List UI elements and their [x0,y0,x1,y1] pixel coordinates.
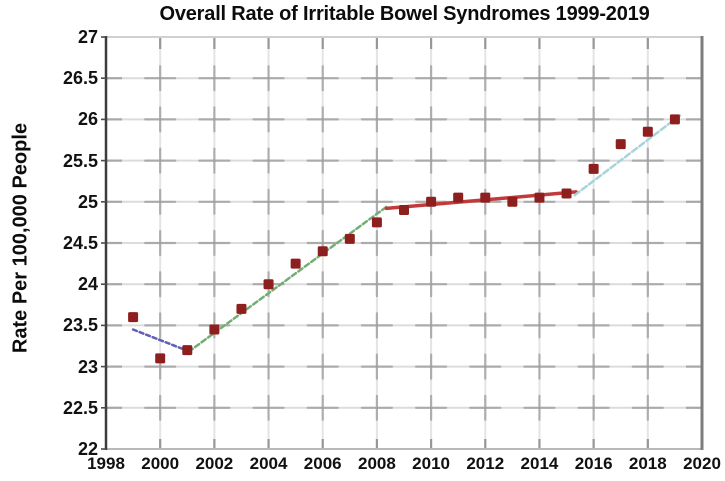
data-point-2004 [263,279,274,290]
x-tick-label-2000: 2000 [141,454,180,473]
trend-2001-2008-green-dashed [187,204,389,354]
x-tick-label-2018: 2018 [628,454,667,473]
data-point-2015 [561,188,572,199]
data-point-2017 [615,139,626,150]
data-point-2010 [426,196,437,207]
y-tick-label-22: 22 [77,439,98,459]
x-tick-label-2002: 2002 [195,454,234,473]
data-point-2001 [182,345,193,356]
data-point-2014 [534,192,545,203]
data-point-2019 [669,114,680,125]
trend-1999-2001-blue-dashed [131,328,192,354]
data-point-2016 [588,163,599,174]
x-tick-label-2020: 2020 [683,454,721,473]
y-tick-label-26: 26 [77,109,98,130]
y-tick-label-23.5: 23.5 [62,315,98,336]
chart-title: Overall Rate of Irritable Bowel Syndrome… [159,3,650,25]
data-point-2008 [371,217,382,228]
data-point-2018 [642,126,653,137]
y-tick-label-25.5: 25.5 [62,150,98,171]
x-tick-label-1998: 1998 [87,454,125,473]
data-point-2006 [317,246,328,257]
y-tick-label-24.5: 24.5 [62,233,98,253]
x-tick-label-2004: 2004 [249,454,288,473]
data-point-2003 [236,303,247,314]
data-point-2000 [155,353,166,364]
x-tick-label-2012: 2012 [466,454,505,473]
y-tick-label-26.5: 26.5 [62,68,98,89]
data-point-2013 [507,196,518,207]
trend-2015-2019-cyan-dashed [573,114,682,197]
data-point-2009 [399,205,409,216]
y-tick-label-22.5: 22.5 [62,397,98,418]
data-point-2002 [209,324,220,335]
data-point-2012 [480,192,491,203]
y-tick-label-23: 23 [77,356,98,377]
x-tick-label-2016: 2016 [574,454,613,473]
data-point-2007 [344,233,355,244]
y-tick-label-24: 24 [77,274,98,295]
y-tick-label-27: 27 [77,27,98,47]
data-point-2011 [453,192,464,203]
data-point-1999 [128,312,139,323]
x-tick-label-2010: 2010 [412,454,450,473]
x-tick-label-2008: 2008 [357,454,396,473]
x-tick-label-2006: 2006 [303,454,342,473]
x-tick-label-2014: 2014 [520,454,559,473]
data-point-2005 [290,258,301,269]
y-tick-label-25: 25 [77,191,98,212]
